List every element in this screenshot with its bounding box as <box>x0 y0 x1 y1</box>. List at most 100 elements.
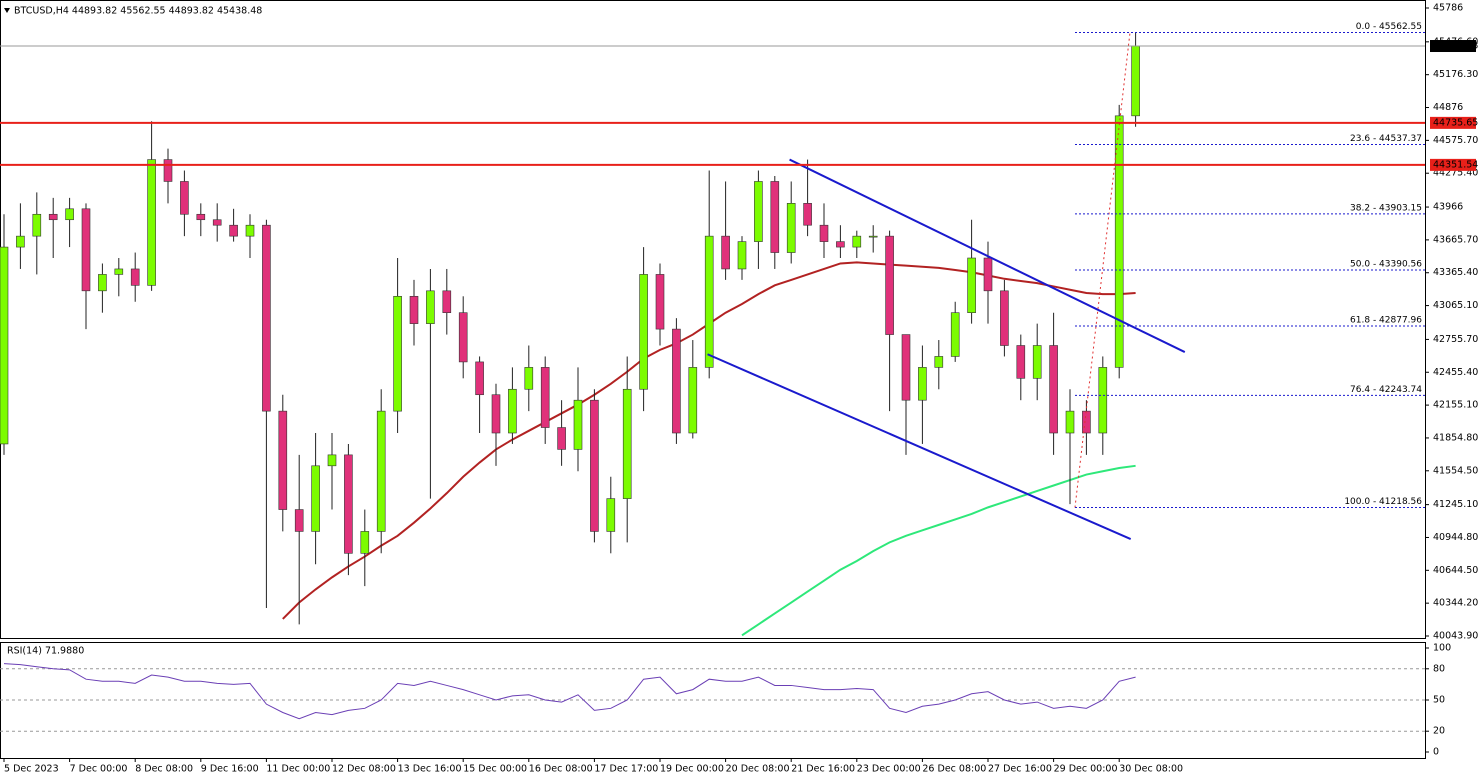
y-tick-label: 43966 <box>1433 202 1463 213</box>
candle-body <box>590 399 599 532</box>
y-tick-label: 45786 <box>1433 3 1463 14</box>
candle-body <box>16 235 25 248</box>
chart-title: BTCUSD,H4 44893.82 45562.55 44893.82 454… <box>14 6 262 17</box>
candle-body <box>180 181 189 215</box>
candle-body <box>754 181 763 242</box>
y-tick-label: 41854.80 <box>1433 432 1478 443</box>
x-tick-label: 30 Dec 08:00 <box>1119 764 1183 775</box>
y-tick-label: 43065.10 <box>1433 300 1478 311</box>
candle-body <box>327 454 337 467</box>
candle-body <box>98 274 107 292</box>
trendline <box>789 158 1186 353</box>
y-tick-label: 42755.70 <box>1433 334 1478 345</box>
candle-body <box>704 235 714 368</box>
candle-body <box>409 295 419 324</box>
candle-body <box>32 213 42 237</box>
candle-body <box>950 312 960 357</box>
current-price-box <box>1430 40 1476 53</box>
candle-body <box>163 159 173 182</box>
candle-body <box>393 295 402 412</box>
candle-body <box>1065 410 1075 434</box>
rsi-line <box>3 663 1136 720</box>
x-tick-label: 29 Dec 00:00 <box>1054 764 1118 775</box>
x-tick-label: 26 Dec 08:00 <box>922 764 986 775</box>
rsi-title: RSI(14) 71.9880 <box>7 646 84 657</box>
candle-body <box>1114 115 1124 368</box>
x-tick-label: 8 Dec 08:00 <box>135 764 193 775</box>
candle-body <box>573 399 583 450</box>
candle-body <box>934 356 944 368</box>
y-tick-label: 0 <box>1433 747 1439 758</box>
x-tick-label: 15 Dec 00:00 <box>463 764 527 775</box>
candle-body <box>311 465 320 532</box>
rsi-frame <box>0 642 1426 759</box>
candle-body <box>819 224 829 242</box>
candle-body <box>672 328 681 434</box>
candle-body <box>294 509 304 532</box>
y-tick-label: 40344.20 <box>1433 598 1478 609</box>
x-tick-label: 19 Dec 00:00 <box>660 764 724 775</box>
x-tick-label: 13 Dec 16:00 <box>398 764 462 775</box>
candle-body <box>212 219 222 226</box>
y-tick-label: 50 <box>1433 695 1445 706</box>
candle-body <box>786 203 796 253</box>
candle-body <box>1000 290 1009 346</box>
x-tick-label: 5 Dec 2023 <box>4 764 59 775</box>
fib-label: 0.0 - 45562.55 <box>1356 22 1422 32</box>
fib-label: 76.4 - 42243.74 <box>1350 385 1422 395</box>
y-tick-label: 40043.90 <box>1433 631 1478 642</box>
candle-body <box>1032 345 1042 379</box>
candle-body <box>639 274 648 390</box>
candle-body <box>1082 410 1091 434</box>
candle-body <box>918 367 927 401</box>
candle-body <box>130 268 140 286</box>
x-tick-label: 16 Dec 08:00 <box>529 764 593 775</box>
fib-label: 61.8 - 42877.96 <box>1350 316 1422 326</box>
candle-body <box>737 241 747 270</box>
candle-body <box>48 213 58 221</box>
candle-body <box>65 208 74 221</box>
y-tick-label: 42455.40 <box>1433 367 1478 378</box>
level-box <box>1430 158 1476 171</box>
x-tick-label: 9 Dec 16:00 <box>201 764 259 775</box>
candle-body <box>688 367 698 434</box>
candle-body <box>229 224 238 237</box>
x-tick-label: 23 Dec 00:00 <box>857 764 921 775</box>
y-tick-label: 40944.80 <box>1433 532 1478 543</box>
candle-body <box>1016 345 1026 379</box>
candle-body <box>655 274 665 330</box>
x-tick-label: 21 Dec 16:00 <box>791 764 855 775</box>
candle-body <box>606 498 616 532</box>
candle-body <box>983 257 993 292</box>
level-box <box>1430 116 1476 129</box>
y-tick-label: 41554.50 <box>1433 465 1478 476</box>
candle-body <box>721 235 730 270</box>
candle-body <box>278 410 288 510</box>
level-label: 44735.65 <box>1433 117 1478 128</box>
y-tick-label: 43365.40 <box>1433 267 1478 278</box>
x-tick-label: 12 Dec 08:00 <box>332 764 396 775</box>
candle-body <box>557 427 566 450</box>
fib-label: 38.2 - 43903.15 <box>1350 203 1422 213</box>
y-tick-label: 44575.70 <box>1433 135 1478 146</box>
candle-body <box>147 159 156 286</box>
y-tick-label: 80 <box>1433 663 1445 674</box>
x-tick-label: 7 Dec 00:00 <box>70 764 128 775</box>
y-tick-label: 42155.10 <box>1433 400 1478 411</box>
candle-body <box>426 290 435 324</box>
candle-body <box>475 361 484 396</box>
y-tick-label: 100 <box>1433 643 1451 654</box>
y-tick-label: 44876 <box>1433 102 1463 113</box>
y-tick-label: 20 <box>1433 726 1445 737</box>
candle-body <box>524 367 534 390</box>
candle-body <box>770 181 780 253</box>
trendline <box>707 353 1132 541</box>
candle-body <box>622 388 632 499</box>
candle-body <box>344 454 353 554</box>
candle-body <box>81 208 91 292</box>
x-tick-label: 20 Dec 08:00 <box>726 764 790 775</box>
candle-body <box>491 394 501 434</box>
candle-body <box>967 257 976 313</box>
candle-body <box>852 235 862 248</box>
